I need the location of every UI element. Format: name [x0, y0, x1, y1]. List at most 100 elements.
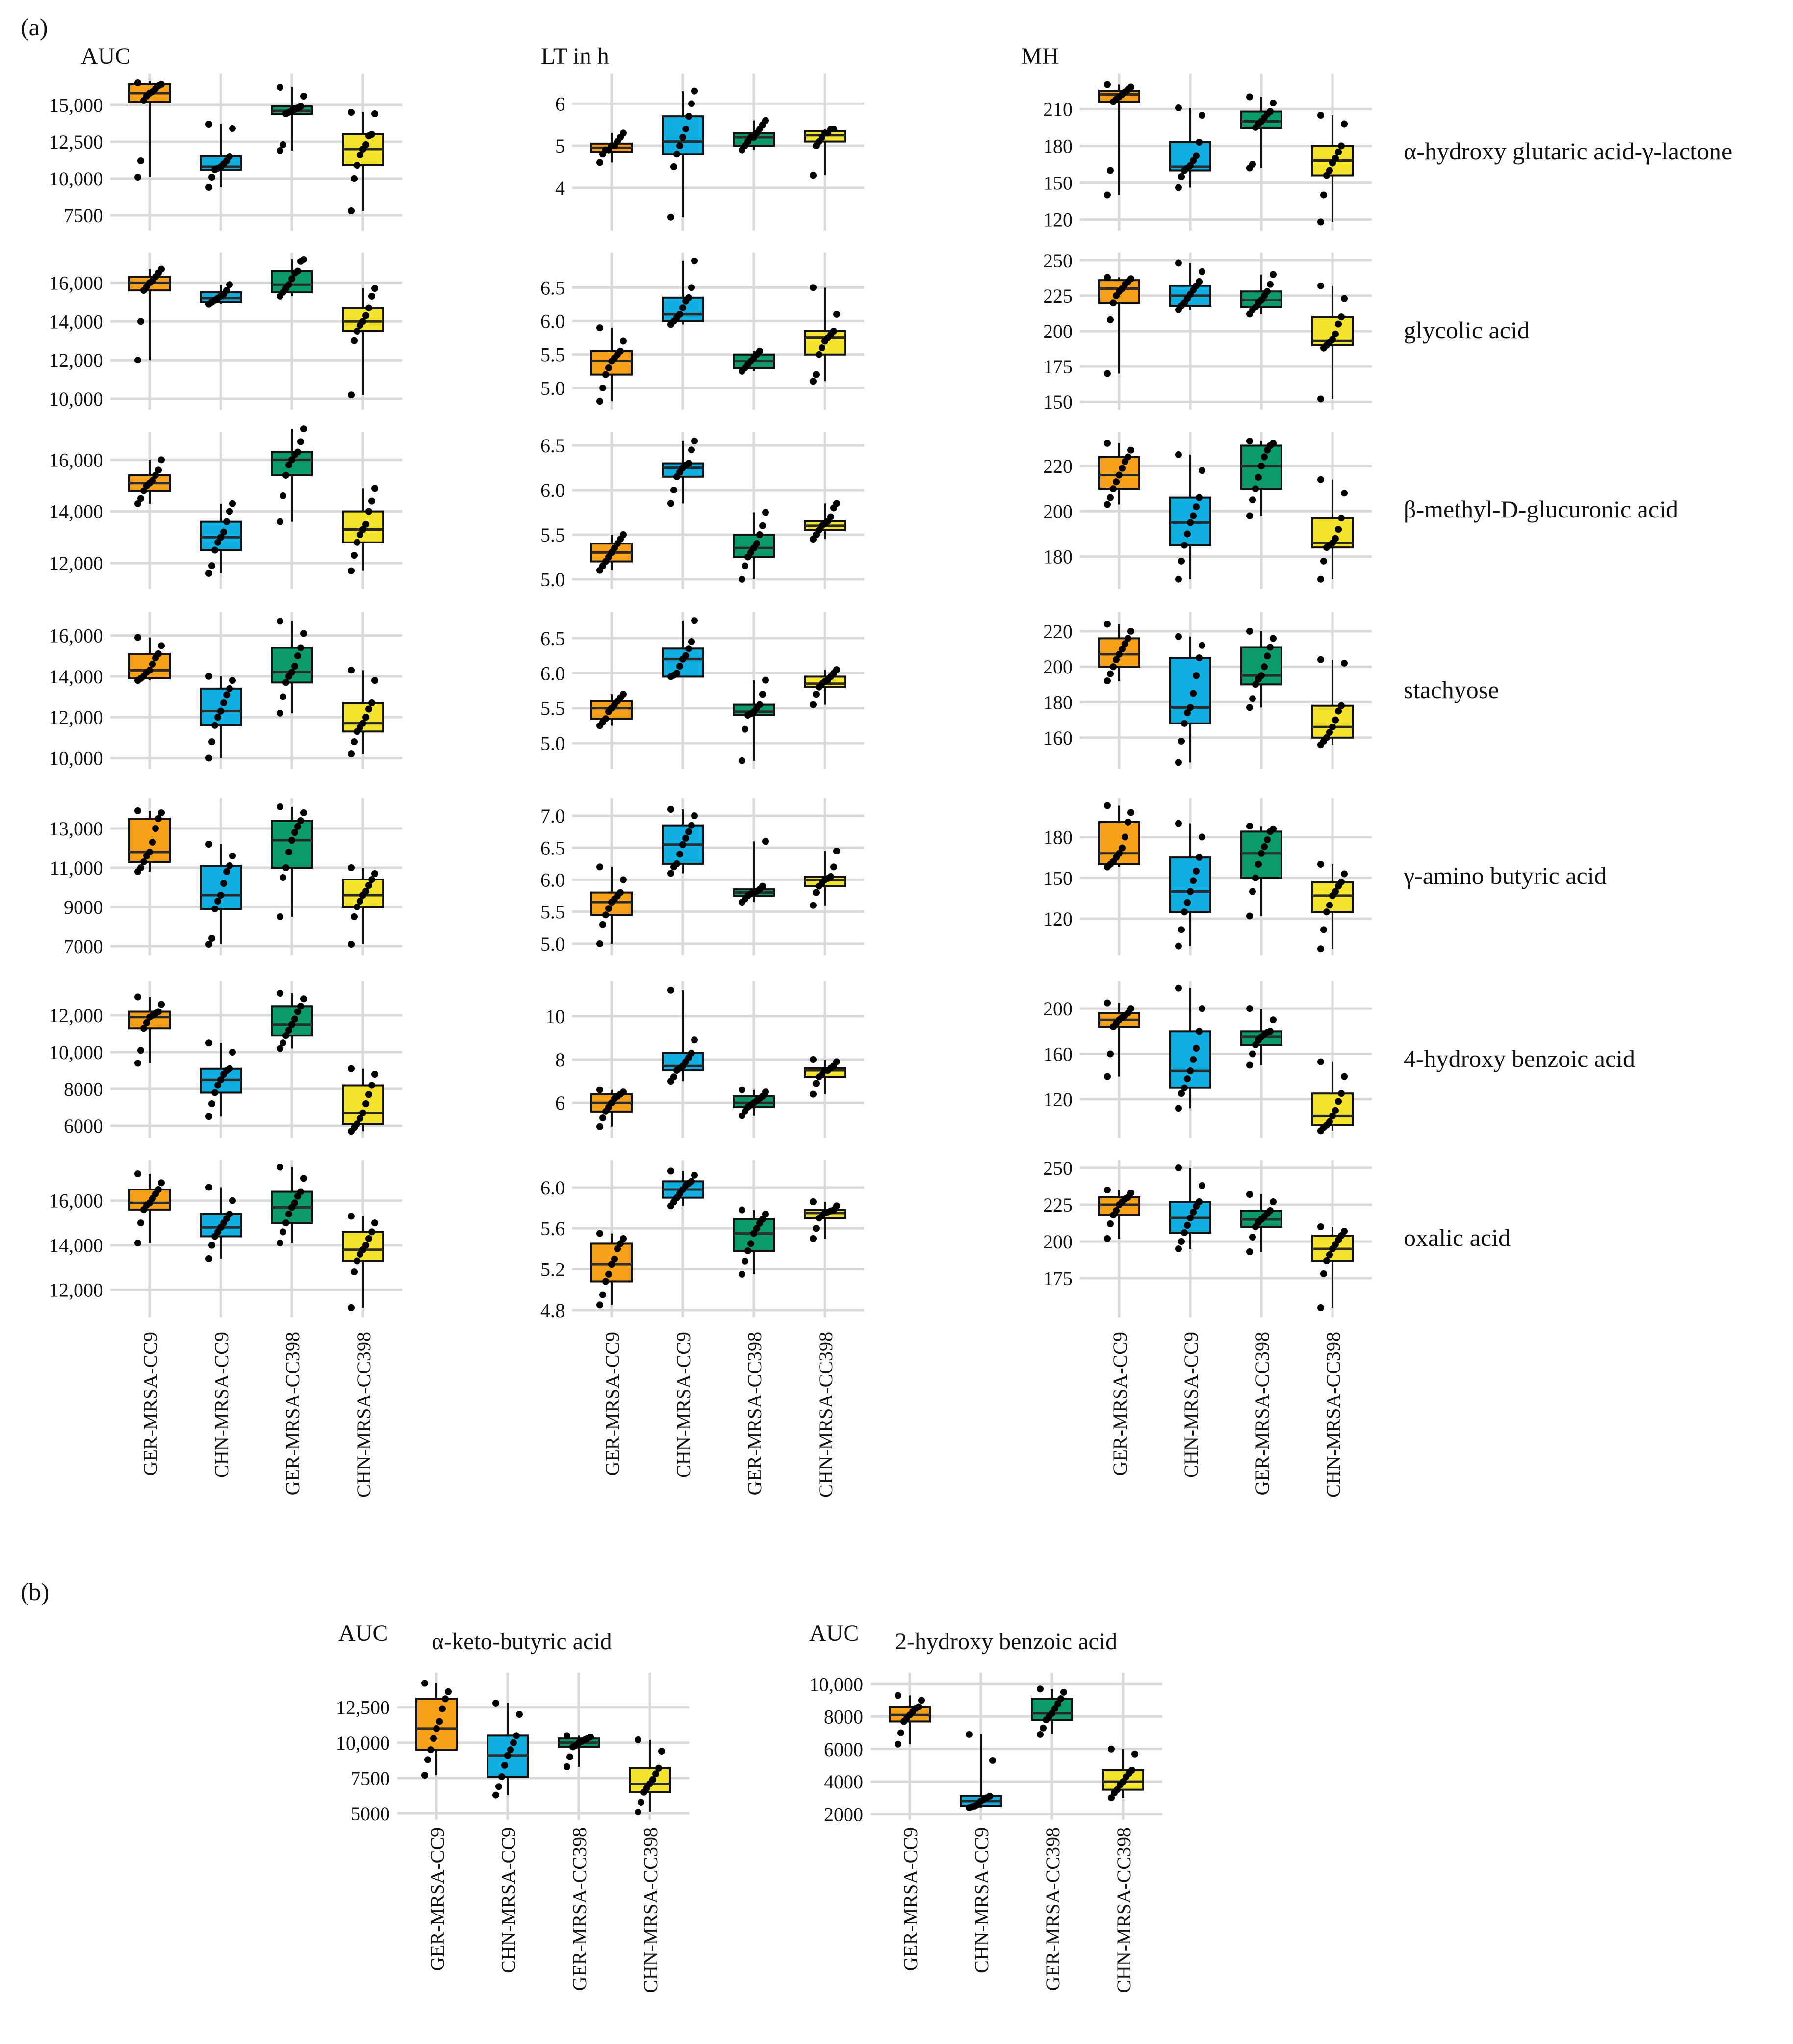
y-tick-label: 8000 — [64, 1078, 103, 1100]
subplot: 2000 4000 6000 8000 10,000 — [809, 1673, 1162, 1825]
data-point — [1317, 1304, 1324, 1311]
data-point — [1246, 1005, 1253, 1012]
column-title-mh: MH — [1021, 43, 1059, 69]
y-tick-label: 14,000 — [49, 310, 103, 333]
data-point — [492, 1791, 499, 1799]
data-point — [1127, 627, 1134, 635]
data-point — [620, 1088, 627, 1096]
data-point — [348, 207, 355, 214]
data-point — [895, 1740, 901, 1748]
box-chn-mrsa-cc398 — [1311, 881, 1354, 913]
x-category-label: CHN-MRSA-CC398 — [815, 1332, 837, 1498]
data-point — [158, 809, 165, 816]
data-point — [208, 174, 215, 181]
y-tick-label: 16,000 — [49, 625, 103, 647]
data-point — [1320, 557, 1327, 565]
data-point — [280, 1228, 286, 1236]
data-point — [134, 174, 141, 181]
data-point — [1175, 104, 1182, 111]
y-tick-label: 6.0 — [540, 662, 565, 684]
data-point — [134, 634, 141, 641]
data-point — [1175, 575, 1182, 583]
data-point — [688, 1178, 695, 1185]
data-point — [1178, 926, 1185, 933]
data-point — [205, 673, 212, 680]
data-point — [596, 1301, 603, 1309]
data-point — [750, 1230, 757, 1237]
data-point — [285, 849, 292, 855]
data-point — [1104, 81, 1111, 88]
data-point — [220, 528, 227, 536]
data-point — [1190, 877, 1197, 884]
data-point — [596, 1230, 603, 1237]
data-point — [691, 1036, 698, 1044]
data-point — [762, 117, 769, 124]
data-point — [365, 304, 372, 311]
data-point — [300, 93, 307, 100]
data-point — [1128, 1766, 1135, 1774]
data-point — [564, 1763, 570, 1770]
data-point — [277, 1045, 283, 1052]
data-point — [371, 677, 378, 684]
data-point — [688, 284, 695, 291]
data-point — [688, 100, 695, 107]
data-point — [300, 256, 307, 263]
data-point — [285, 1027, 292, 1034]
data-point — [1323, 1257, 1330, 1264]
data-point — [620, 129, 627, 137]
y-tick-label: 6.0 — [540, 869, 565, 891]
data-point — [1267, 1028, 1274, 1035]
data-point — [348, 1213, 355, 1220]
y-tick-label: 6.0 — [540, 479, 565, 501]
data-point — [1127, 1005, 1134, 1012]
data-point — [599, 1114, 606, 1122]
data-point — [617, 889, 624, 896]
subplot: 120 150 180 210 — [1043, 74, 1372, 231]
data-point — [602, 911, 609, 919]
data-point — [134, 79, 141, 86]
data-point — [596, 324, 603, 332]
data-point — [756, 701, 763, 708]
data-point — [297, 1188, 304, 1195]
y-tick-label: 7.0 — [540, 805, 565, 827]
data-point — [813, 889, 820, 896]
x-category-label: GER-MRSA-CC398 — [1042, 1827, 1064, 1991]
data-point — [620, 691, 627, 698]
data-point — [351, 337, 358, 344]
data-point — [217, 892, 224, 899]
data-point — [300, 995, 307, 1003]
data-point — [1341, 1228, 1348, 1235]
data-point — [371, 485, 378, 492]
data-point — [1104, 621, 1111, 628]
data-point — [1270, 271, 1277, 278]
data-point — [1119, 465, 1126, 472]
box-chn-mrsa-cc9 — [200, 520, 242, 551]
y-tick-label: 16,000 — [49, 449, 103, 471]
data-point — [1175, 633, 1182, 640]
data-point — [354, 539, 360, 546]
x-category-label: GER-MRSA-CC9 — [601, 1332, 623, 1475]
data-point — [297, 103, 304, 110]
data-point — [371, 1219, 378, 1227]
data-point — [739, 1206, 745, 1214]
data-point — [739, 575, 745, 583]
data-point — [1175, 184, 1182, 191]
data-point — [1258, 672, 1265, 679]
data-point — [294, 823, 301, 830]
data-point — [1175, 451, 1182, 458]
y-tick-label: 150 — [1043, 867, 1073, 889]
data-point — [362, 312, 369, 319]
data-point — [762, 1211, 769, 1217]
data-point — [1246, 1191, 1253, 1198]
data-point — [368, 1082, 375, 1089]
data-point — [211, 722, 218, 729]
data-point — [285, 1211, 292, 1217]
data-point — [1264, 836, 1271, 843]
data-point — [1175, 984, 1182, 992]
data-point — [155, 650, 162, 657]
data-point — [280, 141, 286, 148]
data-point — [1267, 108, 1274, 115]
x-category-label: GER-MRSA-CC398 — [282, 1332, 304, 1495]
data-point — [362, 1242, 369, 1249]
data-point — [810, 701, 817, 708]
